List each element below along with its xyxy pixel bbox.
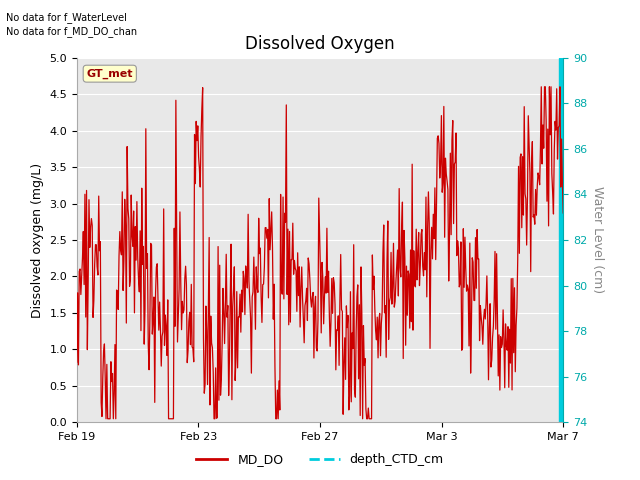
Legend: MD_DO, depth_CTD_cm: MD_DO, depth_CTD_cm [191, 448, 449, 471]
Y-axis label: Water Level (cm): Water Level (cm) [591, 186, 604, 294]
Y-axis label: Dissolved oxygen (mg/L): Dissolved oxygen (mg/L) [31, 162, 44, 318]
Title: Dissolved Oxygen: Dissolved Oxygen [245, 35, 395, 53]
Text: No data for f_MD_DO_chan: No data for f_MD_DO_chan [6, 26, 138, 37]
Text: No data for f_WaterLevel: No data for f_WaterLevel [6, 12, 127, 23]
Bar [559, 58, 563, 422]
Text: GT_met: GT_met [86, 69, 133, 79]
